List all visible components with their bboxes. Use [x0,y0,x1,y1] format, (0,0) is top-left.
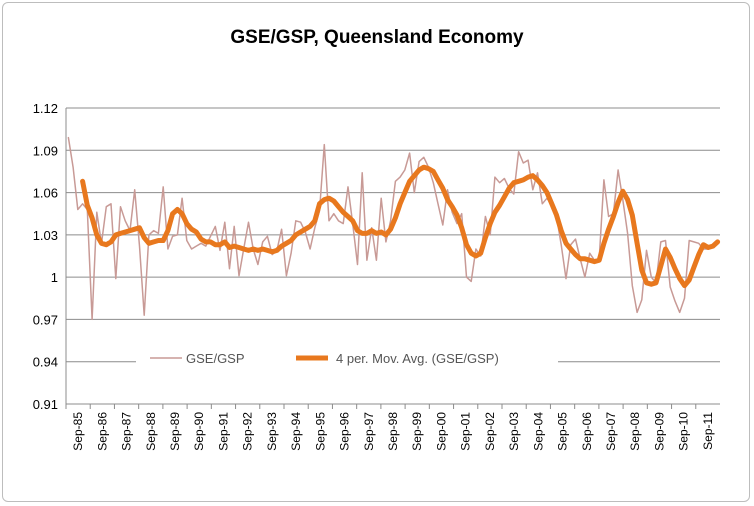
x-tick-label: Sep-05 [556,412,570,451]
x-tick-label: Sep-96 [338,412,352,451]
series-lines [67,136,721,321]
x-tick-label: Sep-01 [459,412,473,451]
x-tick-label: Sep-02 [483,412,497,451]
x-tick-label: Sep-92 [241,412,255,451]
y-axis-ticks: 1.12 1.09 1.06 1.03 1 0.97 0.94 0.91 [33,101,58,412]
x-tick-label: Sep-07 [604,412,618,451]
x-tick-label: Sep-98 [386,412,400,451]
chart-title: GSE/GSP, Queensland Economy [230,27,524,48]
x-tick-label: Sep-95 [313,412,327,451]
legend: GSE/GSP 4 per. Mov. Avg. (GSE/GSP) [136,348,558,370]
x-tick-label: Sep-97 [362,412,376,451]
x-tick-label: Sep-85 [71,412,85,451]
x-tick-label: Sep-87 [120,412,134,451]
y-tick-label: 1 [51,270,58,285]
x-tick-label: Sep-10 [677,412,691,451]
y-tick-label: 0.97 [33,312,58,327]
x-tick-label: Sep-88 [144,412,158,451]
x-tick-label: Sep-99 [410,412,424,451]
y-tick-label: 0.94 [33,355,58,370]
legend-background [136,348,558,370]
x-tick-label: Sep-09 [652,412,666,451]
x-tick-label: Sep-08 [628,412,642,451]
x-tick-label: Sep-04 [531,412,545,451]
x-tick-label: Sep-03 [507,412,521,451]
x-tick-label: Sep-06 [580,412,594,451]
x-tick-label: Sep-90 [192,412,206,451]
series-line-gse-gsp [67,136,719,321]
x-axis-ticks: Sep-85 Sep-86 Sep-87 Sep-88 Sep-89 Sep-90 Sep-… [65,404,715,451]
y-tick-label: 1.12 [33,101,58,116]
y-tick-label: 1.06 [33,186,58,201]
y-tick-label: 1.09 [33,143,58,158]
x-tick-label: Sep-93 [265,412,279,451]
y-tick-label: 1.03 [33,228,58,243]
x-tick-label: Sep-89 [168,412,182,451]
legend-label-moving-average: 4 per. Mov. Avg. (GSE/GSP) [336,351,499,366]
x-tick-label: Sep-86 [95,412,109,451]
x-tick-label: Sep-94 [289,412,303,451]
series-line-moving-average [80,164,721,289]
legend-label-gse-gsp: GSE/GSP [186,351,245,366]
x-tick-label: Sep-11 [701,412,715,450]
x-tick-label: Sep-91 [216,412,230,451]
y-tick-label: 0.91 [33,397,58,412]
x-tick-label: Sep-00 [434,412,448,451]
